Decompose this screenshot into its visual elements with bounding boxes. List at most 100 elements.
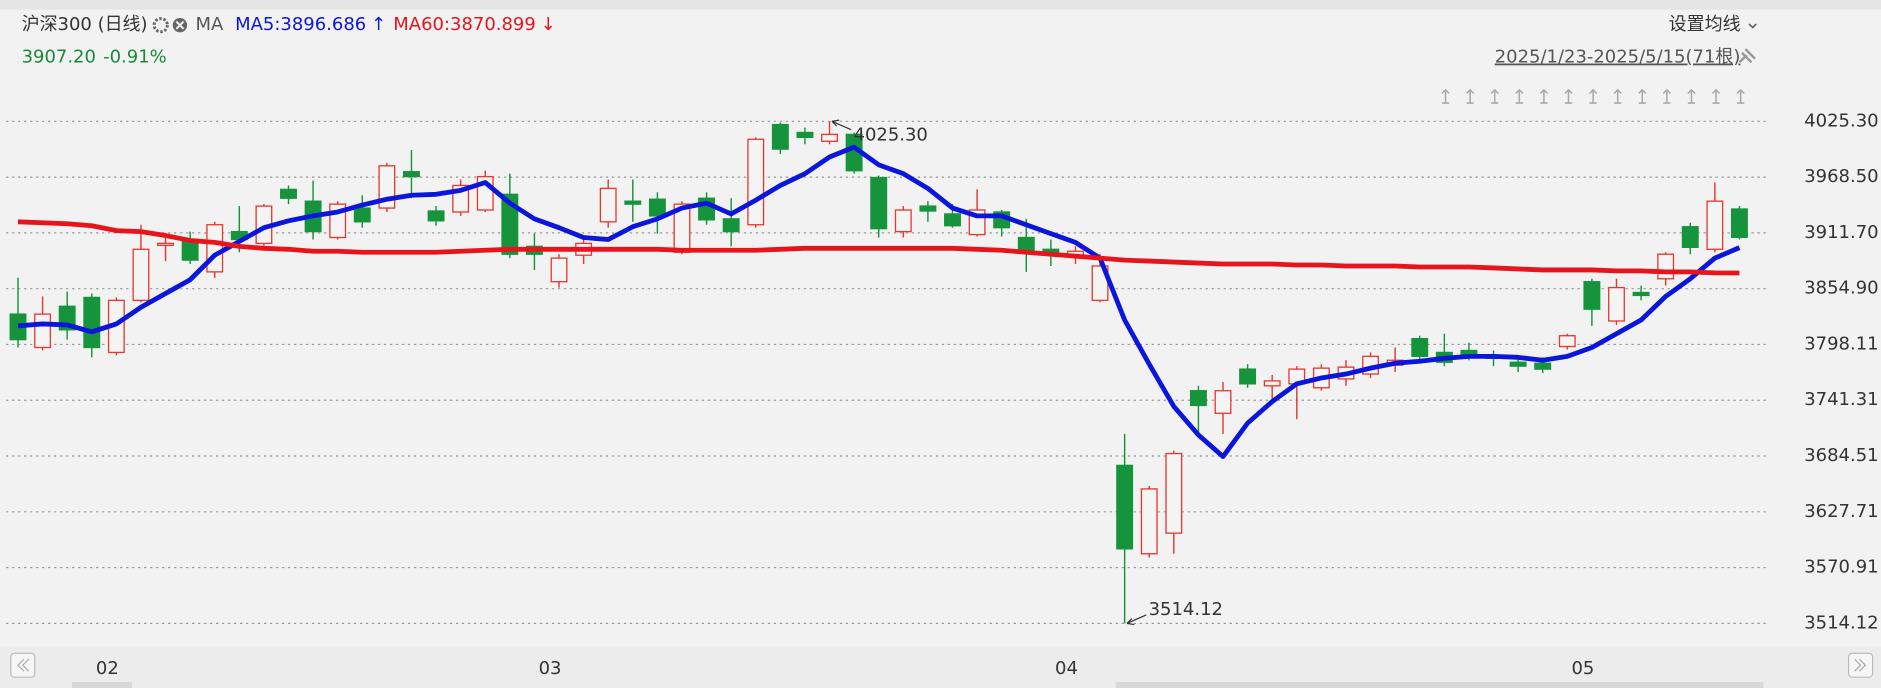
y-tick-label: 3968.50 [1804, 166, 1878, 187]
annotation: 3514.12 [1149, 599, 1223, 620]
tool-icon [1638, 88, 1647, 104]
candle-body [1608, 286, 1625, 322]
chevron[interactable] [1854, 658, 1867, 672]
y-tick-label: 3514.12 [1804, 612, 1878, 633]
candle-body [1411, 338, 1429, 358]
legend-label: MA5:3896.686 [235, 14, 366, 35]
candle-body [747, 138, 765, 226]
candle-body [1730, 208, 1748, 238]
top-strip [0, 0, 1881, 10]
x-tick-label: 04 [1055, 658, 1078, 679]
candle-body [722, 218, 740, 233]
change: -0.91% [103, 47, 167, 68]
y-tick-label: 3570.91 [1804, 557, 1878, 578]
candle-body [1263, 380, 1281, 387]
settings-button[interactable]: 设置均线 [1669, 14, 1741, 35]
y-tick-label: 3854.90 [1804, 278, 1878, 299]
candle-body [427, 210, 445, 222]
candle-body [1509, 361, 1527, 367]
candle-body [821, 133, 838, 142]
candle-body [1632, 291, 1650, 297]
candle-body [1558, 335, 1576, 348]
pin-icon[interactable] [1738, 48, 1756, 64]
legend-trend: ↓ [541, 14, 556, 35]
candle-body [624, 200, 642, 205]
candle-body [919, 205, 937, 212]
scroll-left[interactable] [10, 652, 36, 678]
price: 3907.20 [22, 47, 96, 68]
close-icon[interactable] [172, 17, 188, 33]
candle-body [894, 209, 912, 233]
candle-body [1165, 452, 1183, 534]
candle-body [1214, 390, 1232, 414]
annotation-arrowhead [831, 119, 840, 127]
x-tick-label: 02 [96, 658, 119, 679]
candle-body [944, 213, 961, 227]
candle-body [550, 257, 568, 283]
tool-icon [1515, 88, 1524, 104]
close-x[interactable] [175, 20, 185, 30]
tool-icon [1441, 88, 1450, 104]
candle-body [1140, 488, 1158, 555]
tool-icon [1711, 88, 1721, 104]
candle-body [1681, 226, 1699, 248]
annotation-arrow [1126, 614, 1147, 624]
legend-label: MA60:3870.899 [393, 14, 536, 35]
ma-line [17, 144, 1741, 459]
legend: MA5:3896.686 ↑ MA60:3870.899 ↓ [235, 14, 556, 35]
x-tick-label: 05 [1571, 658, 1594, 679]
candle-body [1583, 281, 1601, 310]
candle-body [796, 131, 814, 138]
settings-icon[interactable] [152, 17, 169, 34]
price-line: 3907.20 -0.91% [22, 47, 167, 68]
range-label[interactable]: 2025/1/23-2025/5/15(71根) [1495, 47, 1741, 68]
candle-body [1657, 253, 1675, 280]
candle-body [1239, 368, 1257, 385]
tool-icon [1588, 88, 1598, 104]
y-tick-label: 3684.51 [1804, 445, 1878, 466]
scroll-thumb[interactable] [1115, 682, 1764, 688]
candle-body [599, 187, 617, 223]
chart-title: 沪深300 (日线) [22, 14, 148, 35]
candle-body [1116, 464, 1134, 550]
candle-body [1534, 362, 1552, 370]
tool-icon [1662, 88, 1672, 104]
y-tick-label: 3798.11 [1804, 333, 1878, 354]
y-tick-label: 3627.71 [1804, 501, 1878, 522]
tool-icon [1613, 88, 1622, 104]
candle-body [34, 313, 52, 349]
candle-body [1189, 390, 1207, 407]
gear[interactable] [152, 17, 169, 34]
candle-body [353, 207, 371, 223]
chevron[interactable] [17, 658, 30, 672]
dropdown-caret[interactable] [1748, 23, 1757, 29]
candle-body [83, 296, 101, 349]
tool-icon [1490, 88, 1499, 104]
candle-body [648, 198, 666, 217]
tool-icons [1441, 88, 1745, 104]
scrollbar[interactable] [0, 647, 1881, 688]
candle-body [771, 123, 789, 150]
scroll-right[interactable] [1848, 652, 1874, 678]
x-tick-label: 03 [539, 658, 562, 679]
candle-body [501, 193, 519, 255]
scroll-thumb[interactable] [71, 682, 132, 688]
candle-body [280, 188, 297, 199]
tool-icon [1564, 88, 1573, 104]
y-tick-label: 4025.30 [1804, 110, 1878, 131]
tool-icon [1465, 88, 1475, 104]
y-tick-label: 3911.70 [1804, 222, 1878, 243]
indicator-label: MA [196, 14, 225, 35]
tool-icon [1687, 88, 1696, 104]
tool-icon [1736, 88, 1745, 104]
annotation-arrowhead [1126, 618, 1135, 626]
y-tick-label: 3741.31 [1804, 389, 1878, 410]
candle-body [1706, 200, 1724, 250]
candle-body [403, 171, 420, 178]
ma-line [17, 219, 1740, 276]
legend-trend: ↑ [371, 14, 386, 35]
candle-body [132, 248, 150, 302]
annotation-arrow [831, 120, 852, 131]
